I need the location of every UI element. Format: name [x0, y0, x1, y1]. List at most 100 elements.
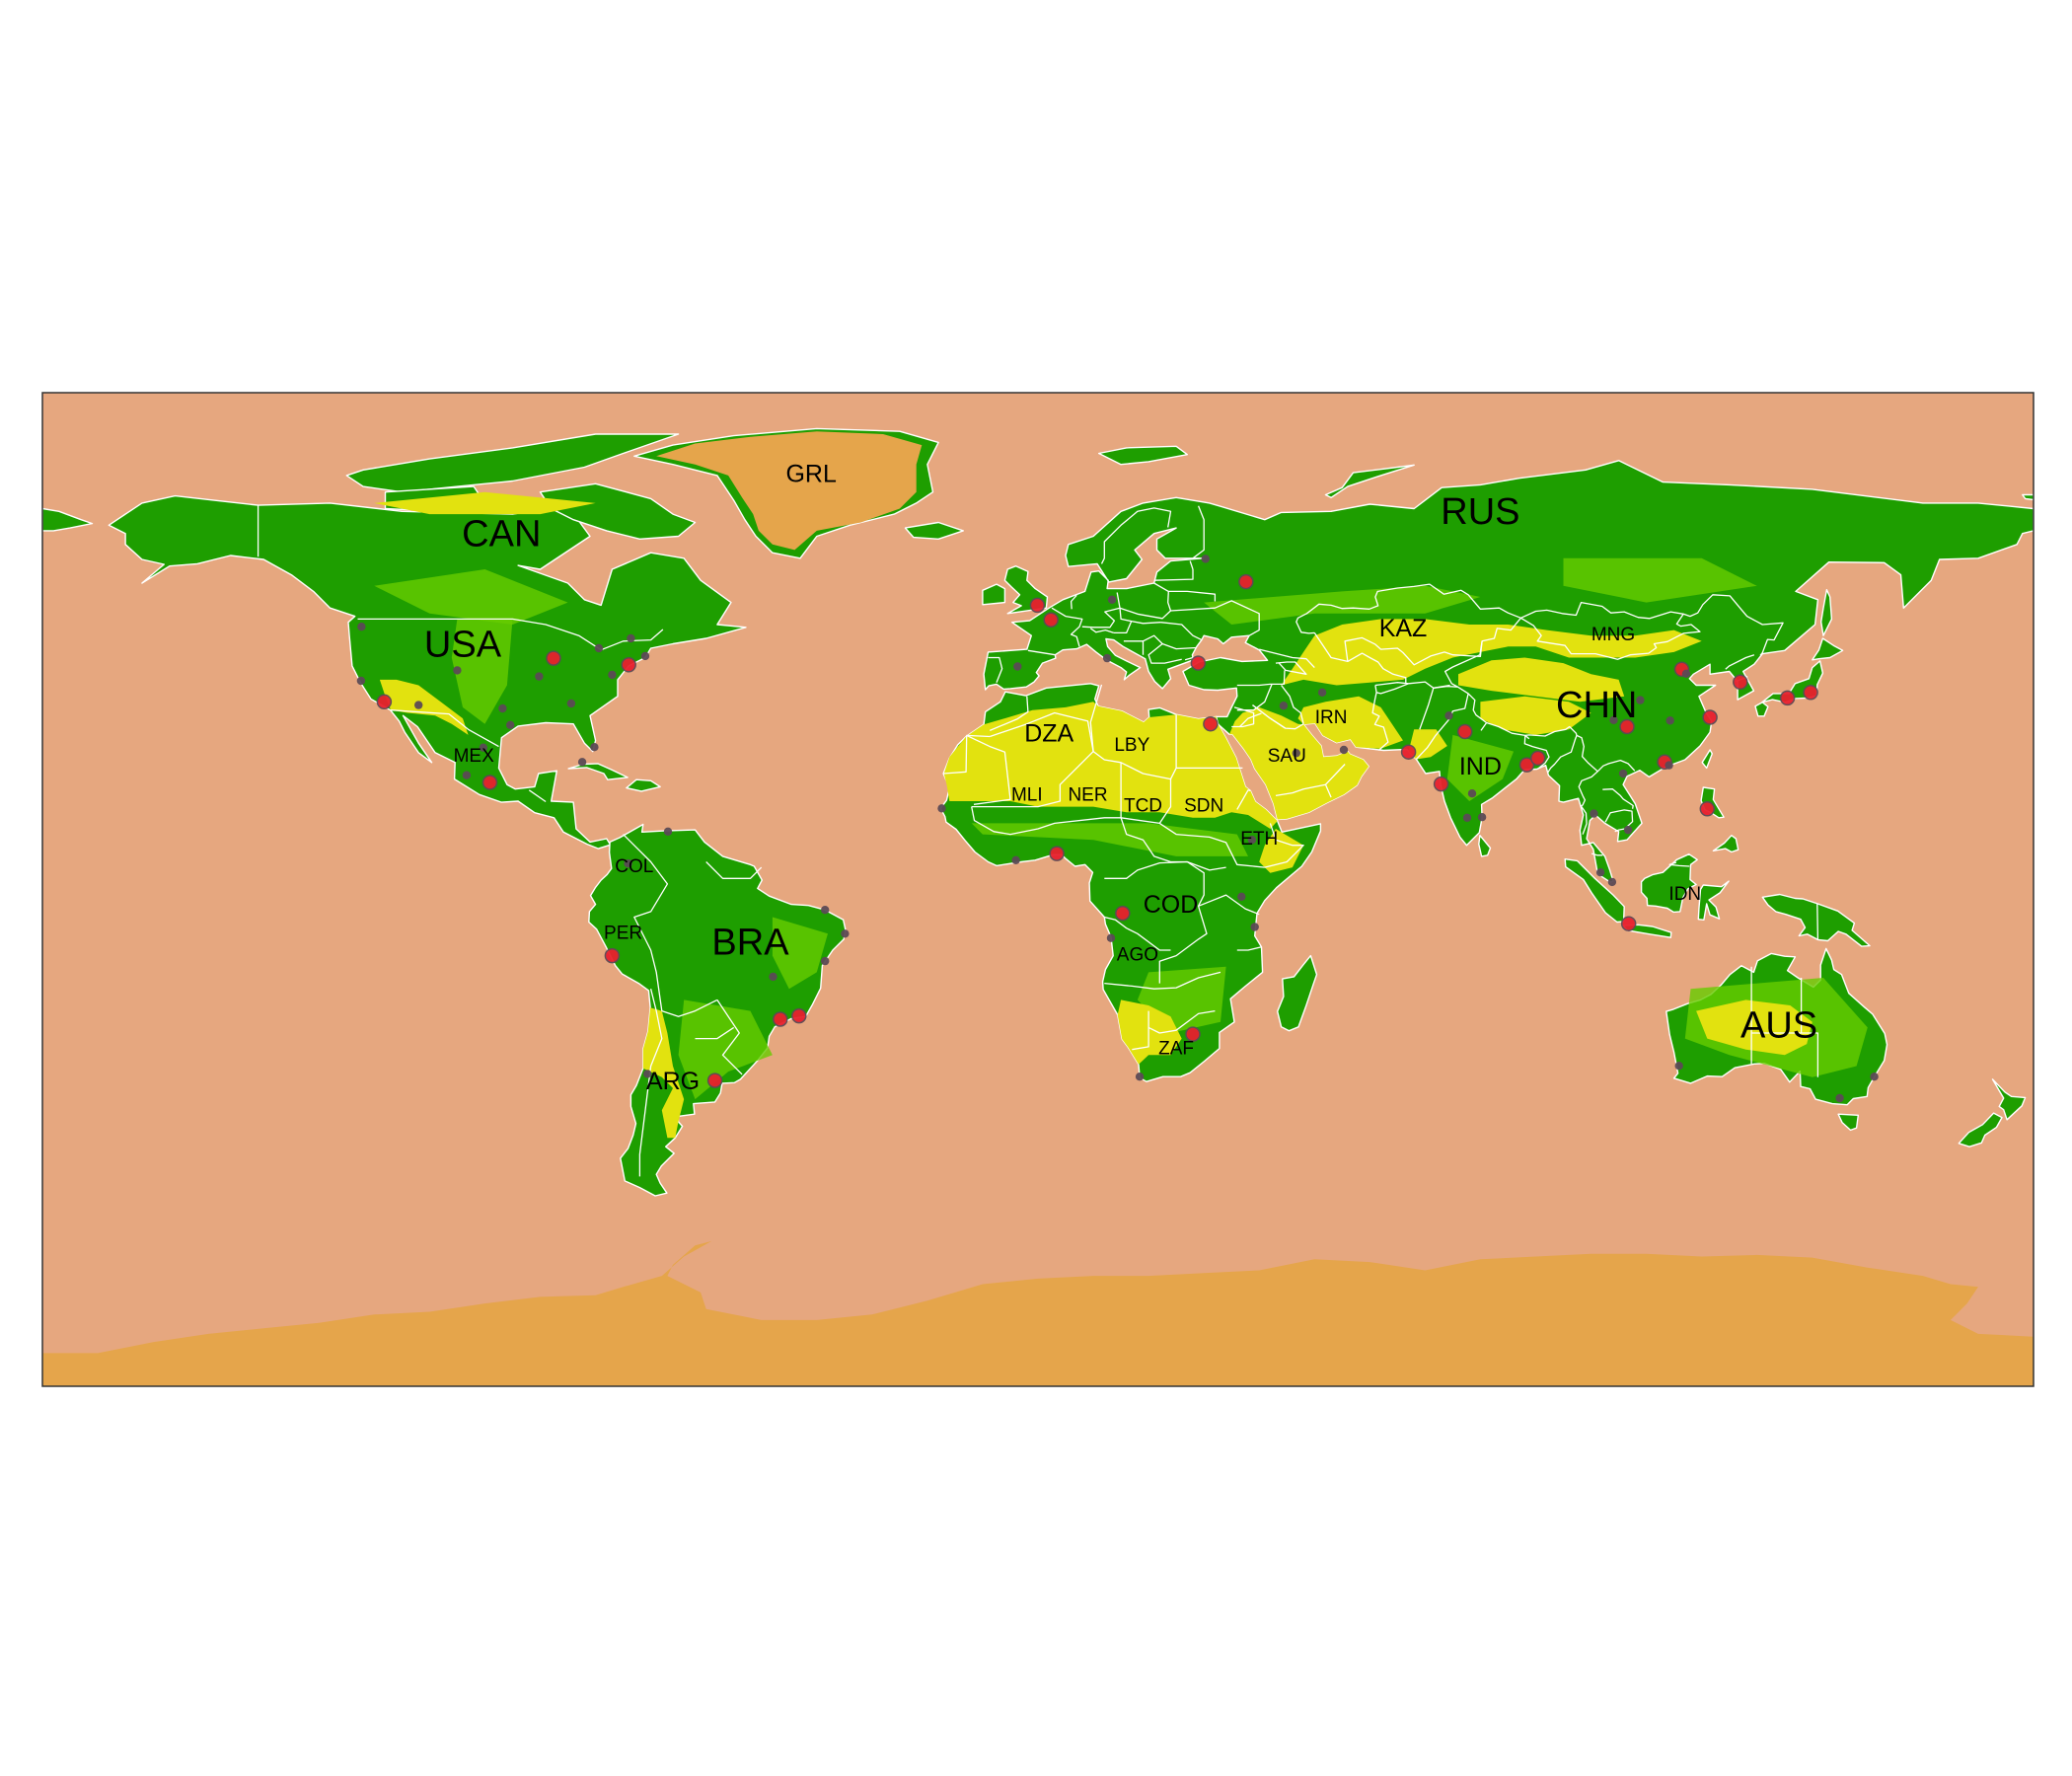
country-border-43	[1192, 505, 1205, 559]
grassland-patch-6	[1204, 585, 1481, 625]
city-marker-large	[1803, 685, 1818, 701]
desert-sahara	[943, 702, 1278, 829]
country-label-zaf: ZAF	[1158, 1039, 1194, 1060]
city-marker-large	[546, 650, 561, 666]
city-marker-large	[1400, 744, 1417, 760]
landmass-borneo	[1640, 853, 1698, 914]
country-border-25	[988, 656, 1003, 683]
city-marker	[1477, 813, 1487, 822]
city-marker-large	[1518, 757, 1535, 773]
country-border-40	[1168, 590, 1217, 602]
country-border-73	[1591, 852, 1603, 856]
city-layer	[356, 555, 1879, 1103]
country-border-37	[1123, 640, 1145, 655]
country-label-lby: LBY	[1114, 735, 1149, 756]
ice-layer	[42, 431, 2034, 1386]
city-marker	[357, 623, 366, 631]
country-border-71	[1602, 788, 1634, 809]
country-border-26	[1027, 649, 1056, 656]
country-border-3	[528, 789, 547, 803]
country-label-grl: GRL	[785, 461, 837, 488]
landmass-madagascar	[1276, 954, 1318, 1032]
city-marker	[506, 720, 515, 729]
ice-greenland	[656, 431, 923, 551]
city-marker-large	[1779, 690, 1796, 706]
country-border-33	[1119, 608, 1132, 623]
country-border-52	[1239, 712, 1262, 727]
desert-iran-central-asia	[1281, 619, 1702, 686]
landmass-new-guinea	[1761, 893, 1871, 947]
desert-gobi-taklamakan	[1458, 657, 1625, 703]
country-border-56	[1371, 685, 1389, 751]
country-label-arg: ARG	[646, 1068, 700, 1095]
city-marker	[1102, 653, 1112, 663]
country-border-61	[1347, 652, 1407, 684]
country-border-68	[1524, 734, 1530, 740]
city-marker	[498, 703, 507, 713]
country-border-36	[1143, 634, 1182, 664]
country-border-70	[1578, 771, 1598, 835]
city-marker	[640, 651, 650, 661]
city-marker	[1106, 933, 1116, 942]
country-border-22	[1236, 946, 1262, 951]
grassland-patch-2	[678, 999, 773, 1100]
landmass-japan-kyushu	[1754, 702, 1769, 717]
landmass-hispaniola	[626, 778, 661, 792]
country-label-per: PER	[604, 923, 642, 943]
city-marker-large	[1529, 750, 1546, 767]
country-border-0	[357, 618, 664, 651]
grassland-patch-9	[1563, 557, 1757, 603]
city-marker-large	[773, 1011, 788, 1027]
city-marker	[356, 676, 366, 686]
city-marker	[1835, 1093, 1844, 1103]
country-label-bra: BRA	[711, 922, 789, 963]
landmass-arctic-islands	[345, 433, 680, 493]
country-border-17	[1198, 894, 1260, 916]
country-label-mli: MLI	[1011, 784, 1043, 805]
city-marker-large	[1619, 718, 1635, 735]
city-marker-large	[706, 1073, 723, 1088]
country-border-13	[1120, 762, 1226, 871]
country-border-77	[943, 734, 991, 775]
city-marker	[453, 666, 462, 675]
country-border-5	[705, 861, 763, 879]
country-border-58	[1375, 683, 1409, 695]
country-border-83	[1800, 978, 1819, 1077]
city-marker	[821, 906, 830, 915]
landmass-new-zealand-south	[1958, 1112, 2003, 1147]
landmass-novaya-zemlya	[1324, 464, 1415, 498]
country-border-49	[1231, 706, 1255, 728]
city-marker	[1135, 1073, 1145, 1081]
country-border-7	[716, 999, 743, 1075]
grassland-patch-8	[1446, 734, 1515, 801]
country-border-35	[1161, 642, 1197, 650]
landmass-kamchatka-island-extra	[2022, 493, 2034, 501]
city-marker	[594, 643, 604, 653]
country-border-59	[1415, 685, 1469, 760]
country-border-12	[971, 806, 1265, 868]
city-marker-large	[481, 775, 498, 790]
city-marker-large	[1049, 846, 1065, 861]
country-label-kaz: KAZ	[1379, 615, 1428, 642]
ice-antarctica	[42, 1240, 2034, 1386]
country-label-sdn: SDN	[1184, 796, 1223, 817]
city-marker	[1237, 892, 1246, 901]
city-marker-large	[1733, 674, 1748, 691]
city-marker-large	[1620, 916, 1637, 931]
city-marker-large	[1702, 709, 1718, 725]
city-marker	[535, 672, 544, 681]
country-label-dza: DZA	[1024, 720, 1073, 748]
city-marker	[643, 1070, 652, 1078]
city-marker-large	[791, 1007, 807, 1024]
city-marker	[1609, 715, 1618, 724]
city-marker-large	[1115, 905, 1131, 922]
country-border-9	[638, 989, 663, 1177]
country-border-53	[1281, 685, 1304, 724]
city-marker	[1279, 702, 1289, 710]
country-border-38	[1184, 656, 1194, 661]
country-border-34	[1160, 622, 1203, 641]
city-marker	[1870, 1073, 1879, 1081]
city-marker-large	[376, 694, 393, 710]
country-label-can: CAN	[462, 514, 541, 555]
